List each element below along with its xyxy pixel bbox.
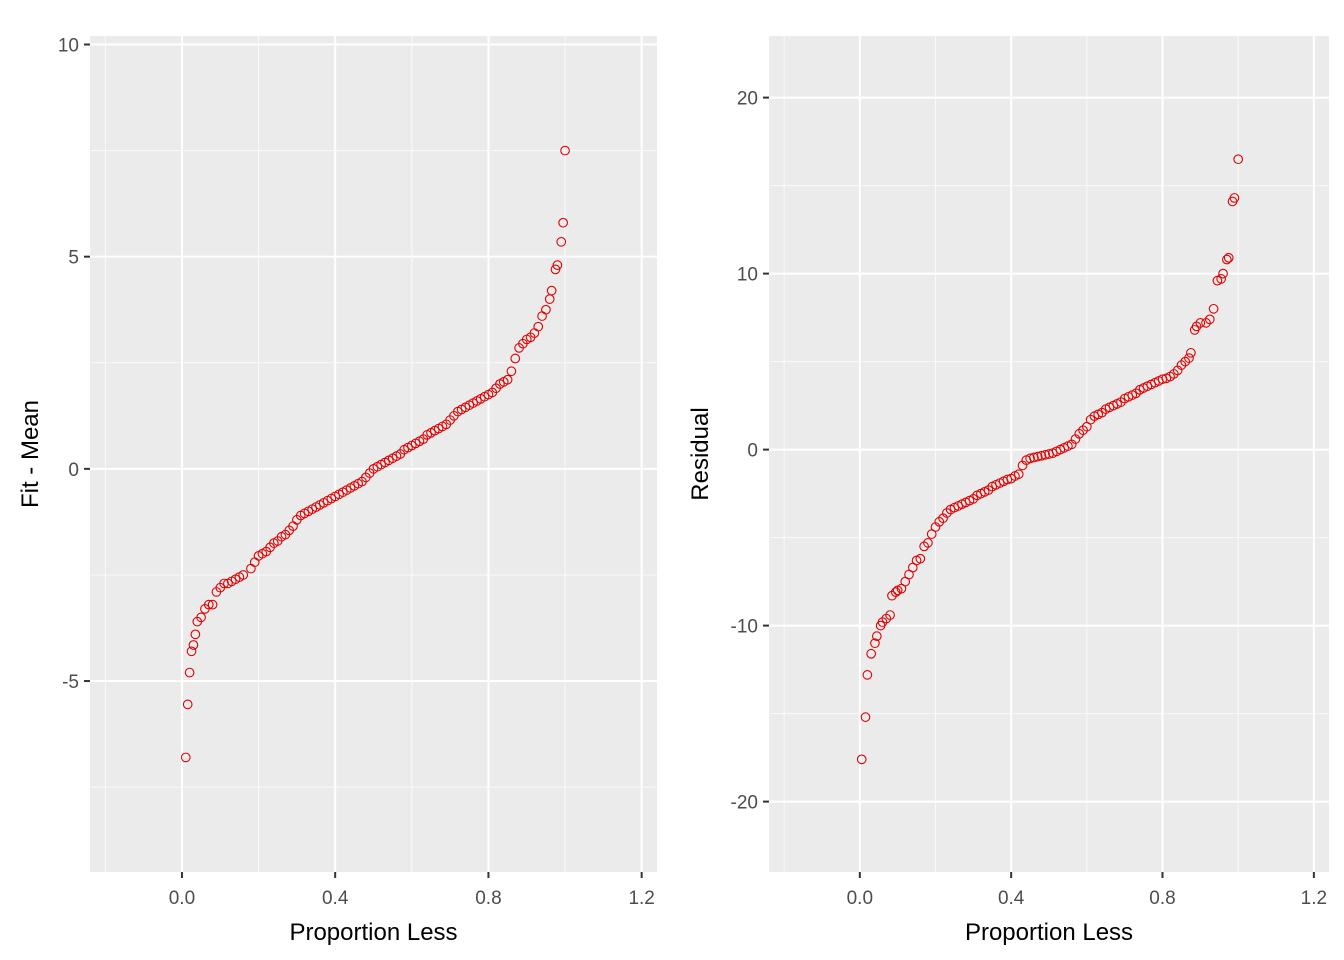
- y-tick-label: -20: [731, 793, 758, 814]
- data-point: [510, 353, 521, 364]
- data-point: [184, 667, 195, 678]
- right-panel-residual: 0.0 0.4 0.8 1.2 -20 -10 0 10 20 Proportion Less Re…: [687, 36, 1329, 946]
- x-tick-label: 0.4: [322, 888, 349, 909]
- plot-panel-background: [90, 36, 657, 872]
- y-tick-label: -10: [731, 617, 758, 638]
- data-point: [1032, 451, 1043, 462]
- data-point: [1036, 450, 1047, 461]
- data-point: [915, 553, 926, 564]
- data-point: [207, 599, 218, 610]
- y-tick-label: 10: [58, 35, 79, 56]
- y-tick-label: 5: [68, 248, 79, 269]
- data-point: [1221, 254, 1232, 265]
- data-point: [182, 699, 193, 710]
- y-tick-label: -5: [62, 672, 79, 693]
- y-axis-title: Residual: [687, 407, 714, 500]
- data-point: [885, 610, 895, 620]
- data-point: [1204, 314, 1215, 325]
- data-point: [1218, 268, 1228, 279]
- data-point: [502, 374, 513, 385]
- data-point: [1223, 252, 1234, 263]
- data-point: [188, 640, 199, 650]
- data-point: [1025, 453, 1035, 464]
- data-point: [1013, 469, 1024, 480]
- data-point: [196, 612, 206, 623]
- data-point: [923, 538, 933, 548]
- x-tick-label: 0.8: [475, 888, 501, 909]
- x-tick-label: 0.4: [998, 888, 1025, 909]
- data-point: [1229, 193, 1240, 203]
- data-point: [1029, 452, 1039, 463]
- data-point: [1216, 274, 1227, 284]
- data-point: [558, 217, 568, 228]
- data-point: [533, 321, 544, 332]
- data-point: [541, 304, 551, 315]
- x-tick-label: 0.0: [169, 888, 195, 909]
- data-point: [1195, 318, 1206, 328]
- y-tick-label: 10: [737, 265, 758, 286]
- data-point: [866, 648, 877, 659]
- y-tick-label: 20: [737, 89, 758, 110]
- data-point: [546, 285, 557, 296]
- x-tick-label: 0.0: [847, 888, 873, 909]
- data-point: [190, 629, 201, 640]
- data-point: [552, 260, 563, 271]
- x-tick-label: 1.2: [628, 888, 654, 909]
- data-point: [871, 631, 882, 642]
- data-point: [870, 638, 880, 649]
- data-point: [1233, 154, 1244, 165]
- y-axis-title: Fit - Mean: [17, 400, 44, 508]
- x-axis-title: Proportion Less: [289, 919, 457, 946]
- data-point: [890, 587, 901, 598]
- data-point: [856, 754, 867, 765]
- data-point: [1184, 353, 1194, 363]
- left-panel-fit-mean: 0.0 0.4 0.8 1.2 -5 0 5 10 Proportion Less Fit - M…: [17, 35, 657, 946]
- y-tick-label: 0: [747, 441, 758, 462]
- data-point: [560, 145, 570, 156]
- data-point: [186, 646, 197, 657]
- data-point: [506, 366, 517, 377]
- data-point: [1040, 450, 1051, 460]
- data-point: [238, 570, 249, 580]
- x-tick-label: 0.8: [1149, 888, 1175, 909]
- data-point: [556, 236, 567, 247]
- x-axis-title: Proportion Less: [965, 919, 1133, 946]
- data-point: [862, 670, 873, 680]
- y-tick-label: 0: [68, 460, 79, 481]
- x-tick-label: 1.2: [1301, 888, 1327, 909]
- data-point: [1208, 303, 1219, 314]
- data-point: [860, 712, 871, 722]
- data-point: [203, 599, 214, 610]
- data-point: [1186, 347, 1196, 358]
- data-point: [180, 752, 191, 763]
- data-point: [550, 264, 561, 275]
